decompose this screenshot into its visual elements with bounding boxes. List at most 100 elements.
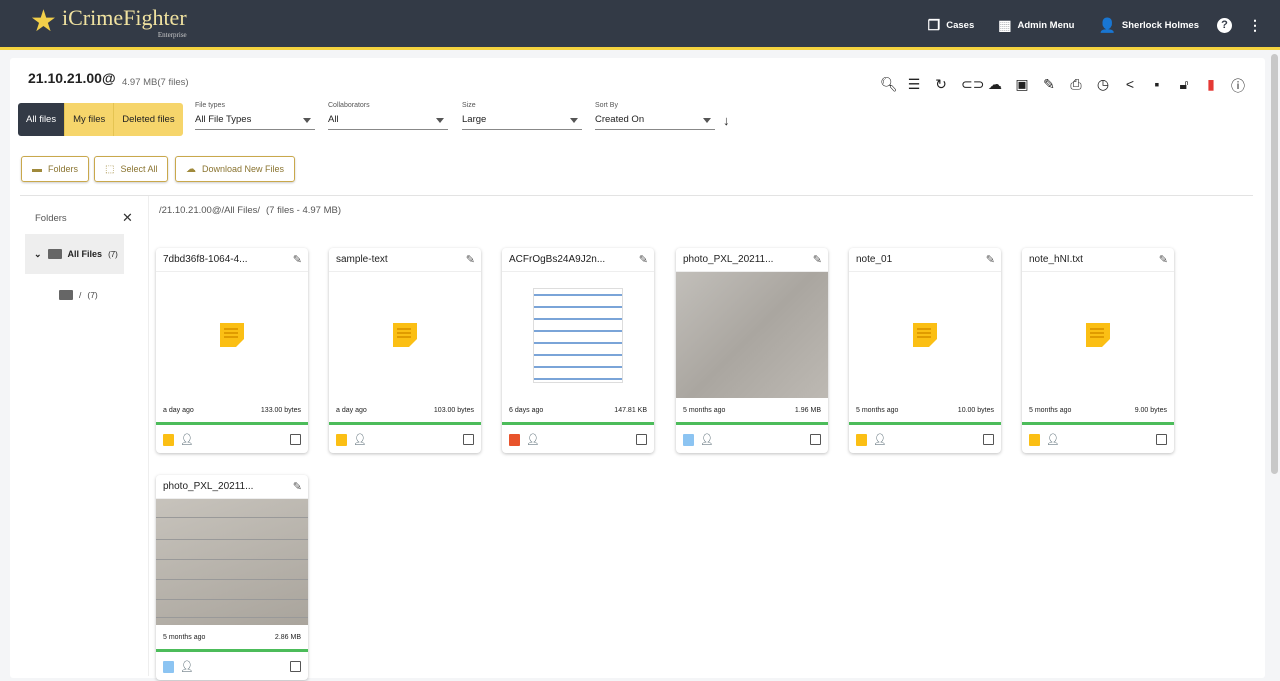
file-card[interactable]: ACFrOgBs24A9J2n... ✎ 6 days ago 147.81 KB 👤︎ xyxy=(502,248,654,453)
file-size: 147.81 KB xyxy=(614,406,647,414)
nav-admin-menu[interactable]: ▦ Admin Menu xyxy=(998,17,1074,34)
file-select-checkbox[interactable] xyxy=(290,434,301,445)
folder-count: (7) xyxy=(87,290,98,300)
file-name[interactable]: 7dbd36f8-1064-4... xyxy=(156,248,308,272)
file-name[interactable]: note_01 xyxy=(849,248,1001,272)
edit-icon[interactable]: ✎ xyxy=(812,254,822,266)
file-name[interactable]: photo_PXL_20211... xyxy=(156,475,308,499)
file-card[interactable]: note_01 ✎ 5 months ago 10.00 bytes 👤︎ xyxy=(849,248,1001,453)
size-select[interactable]: Size Large xyxy=(462,102,582,130)
edit-icon[interactable]: ✎ xyxy=(1158,254,1168,266)
file-preview[interactable] xyxy=(849,272,1001,398)
note-file-icon xyxy=(913,323,937,347)
edit-icon[interactable]: ✎ xyxy=(465,254,475,266)
lock-open-icon[interactable]: 🔓︎ xyxy=(1179,76,1189,92)
file-date: 5 months ago xyxy=(163,633,206,641)
archive-icon[interactable]: ▪ xyxy=(1154,76,1160,92)
folder-root[interactable]: / (7) xyxy=(59,290,98,300)
collaborators-select[interactable]: Collaborators All xyxy=(328,102,448,130)
owner-icon: 👤︎ xyxy=(180,661,194,673)
top-navbar: ★ iCrimeFighter Enterprise ❐ Cases ▦ Admin… xyxy=(0,0,1280,50)
file-card[interactable]: sample-text ✎ a day ago 103.00 bytes 👤︎ xyxy=(329,248,481,453)
file-card[interactable]: note_hNI.txt ✎ 5 months ago 9.00 bytes 👤︎ xyxy=(1022,248,1174,453)
print-icon[interactable]: ⎙ xyxy=(1070,76,1082,92)
file-types-select[interactable]: File types All File Types xyxy=(195,102,315,130)
chevron-down-icon[interactable]: ⌄ xyxy=(34,248,42,259)
file-select-checkbox[interactable] xyxy=(983,434,994,445)
select-all-icon: ⬚ xyxy=(105,163,115,175)
file-date: a day ago xyxy=(163,406,194,414)
link-icon[interactable]: ⊂⊃ xyxy=(961,76,985,92)
sort-by-select[interactable]: Sort By Created On xyxy=(595,102,715,130)
file-select-checkbox[interactable] xyxy=(810,434,821,445)
filter-value[interactable]: Large xyxy=(462,109,582,130)
app-logo[interactable]: ★ iCrimeFighter Enterprise xyxy=(30,6,187,40)
edit-icon[interactable]: ✎ xyxy=(292,481,302,493)
file-select-checkbox[interactable] xyxy=(1156,434,1167,445)
image-type-icon xyxy=(683,433,694,446)
folders-button[interactable]: ▬ Folders xyxy=(21,156,90,182)
file-date: a day ago xyxy=(336,406,367,414)
help-icon[interactable]: ? xyxy=(1217,17,1232,33)
file-card[interactable]: 7dbd36f8-1064-4... ✎ a day ago 133.00 bytes… xyxy=(156,248,308,453)
file-preview[interactable] xyxy=(156,272,308,398)
file-size: 2.86 MB xyxy=(274,633,301,641)
file-scope-tabs: All files My files Deleted files xyxy=(18,103,183,136)
download-new-files-button[interactable]: ☁ Download New Files xyxy=(175,156,296,182)
file-name[interactable]: ACFrOgBs24A9J2n... xyxy=(502,248,654,272)
file-preview[interactable] xyxy=(1022,272,1174,398)
file-select-checkbox[interactable] xyxy=(463,434,474,445)
more-vert-icon[interactable]: ⋮ xyxy=(1248,16,1262,33)
new-folder-icon[interactable]: ▣ xyxy=(1015,76,1029,92)
nav-label: Admin Menu xyxy=(1017,19,1075,31)
tab-deleted-files[interactable]: Deleted files xyxy=(113,103,183,136)
select-all-button[interactable]: ⬚ Select All xyxy=(94,156,169,182)
scrollbar[interactable] xyxy=(1271,54,1278,474)
nav-label: Cases xyxy=(946,19,975,31)
folder-all-files[interactable]: ⌄ All Files (7) xyxy=(25,234,124,274)
file-preview[interactable] xyxy=(676,272,828,398)
edit-icon[interactable]: ✎ xyxy=(638,254,648,266)
search-icon[interactable]: 🔍︎ xyxy=(880,76,898,92)
sort-direction-icon[interactable]: ↓ xyxy=(723,113,730,128)
cloud-upload-icon[interactable]: ☁ xyxy=(988,76,1002,92)
file-preview[interactable] xyxy=(329,272,481,398)
tab-all-files[interactable]: All files xyxy=(18,103,65,136)
file-card[interactable]: photo_PXL_20211... ✎ 5 months ago 2.86 MB 👤︎ xyxy=(156,475,308,680)
list-icon[interactable]: ☰ xyxy=(907,76,921,92)
file-preview[interactable] xyxy=(156,499,308,625)
edit-icon[interactable]: ✎ xyxy=(1043,76,1055,92)
upload-progress-bar xyxy=(156,422,308,425)
sidebar-title: Folders xyxy=(35,213,67,224)
tab-my-files[interactable]: My files xyxy=(64,103,114,136)
file-card[interactable]: photo_PXL_20211... ✎ 5 months ago 1.96 MB 👤︎ xyxy=(676,248,828,453)
filter-value[interactable]: Created On xyxy=(595,109,715,130)
edit-icon[interactable]: ✎ xyxy=(985,254,995,266)
file-name[interactable]: sample-text xyxy=(329,248,481,272)
button-label: Download New Files xyxy=(202,164,285,174)
delete-icon[interactable]: ▮ xyxy=(1207,76,1215,92)
edit-icon[interactable]: ✎ xyxy=(292,254,302,266)
filter-value[interactable]: All xyxy=(328,109,448,130)
nav-cases[interactable]: ❐ Cases xyxy=(928,17,975,34)
info-icon[interactable]: ⓘ xyxy=(1231,78,1245,94)
filter-label: File types xyxy=(195,102,225,109)
file-select-checkbox[interactable] xyxy=(290,661,301,672)
breadcrumb-path[interactable]: /21.10.21.00@/All Files/ xyxy=(159,205,261,216)
refresh-icon[interactable]: ↻ xyxy=(935,76,947,92)
share-icon[interactable]: < xyxy=(1125,76,1135,92)
history-icon[interactable]: ◷ xyxy=(1096,76,1110,92)
image-thumbnail xyxy=(676,272,828,398)
file-name[interactable]: photo_PXL_20211... xyxy=(676,248,828,272)
folder-icon: ▬ xyxy=(32,163,42,175)
file-preview[interactable] xyxy=(502,272,654,398)
nav-label: Sherlock Holmes xyxy=(1121,19,1199,31)
file-name[interactable]: note_hNI.txt xyxy=(1022,248,1174,272)
nav-user[interactable]: 👤 Sherlock Holmes xyxy=(1098,17,1199,34)
file-select-checkbox[interactable] xyxy=(636,434,647,445)
file-size: 103.00 bytes xyxy=(433,406,474,414)
close-icon[interactable]: ✕ xyxy=(122,210,133,225)
brand-name: iCrimeFighter xyxy=(62,5,187,30)
filter-value[interactable]: All File Types xyxy=(195,109,315,130)
owner-icon: 👤︎ xyxy=(526,434,540,446)
